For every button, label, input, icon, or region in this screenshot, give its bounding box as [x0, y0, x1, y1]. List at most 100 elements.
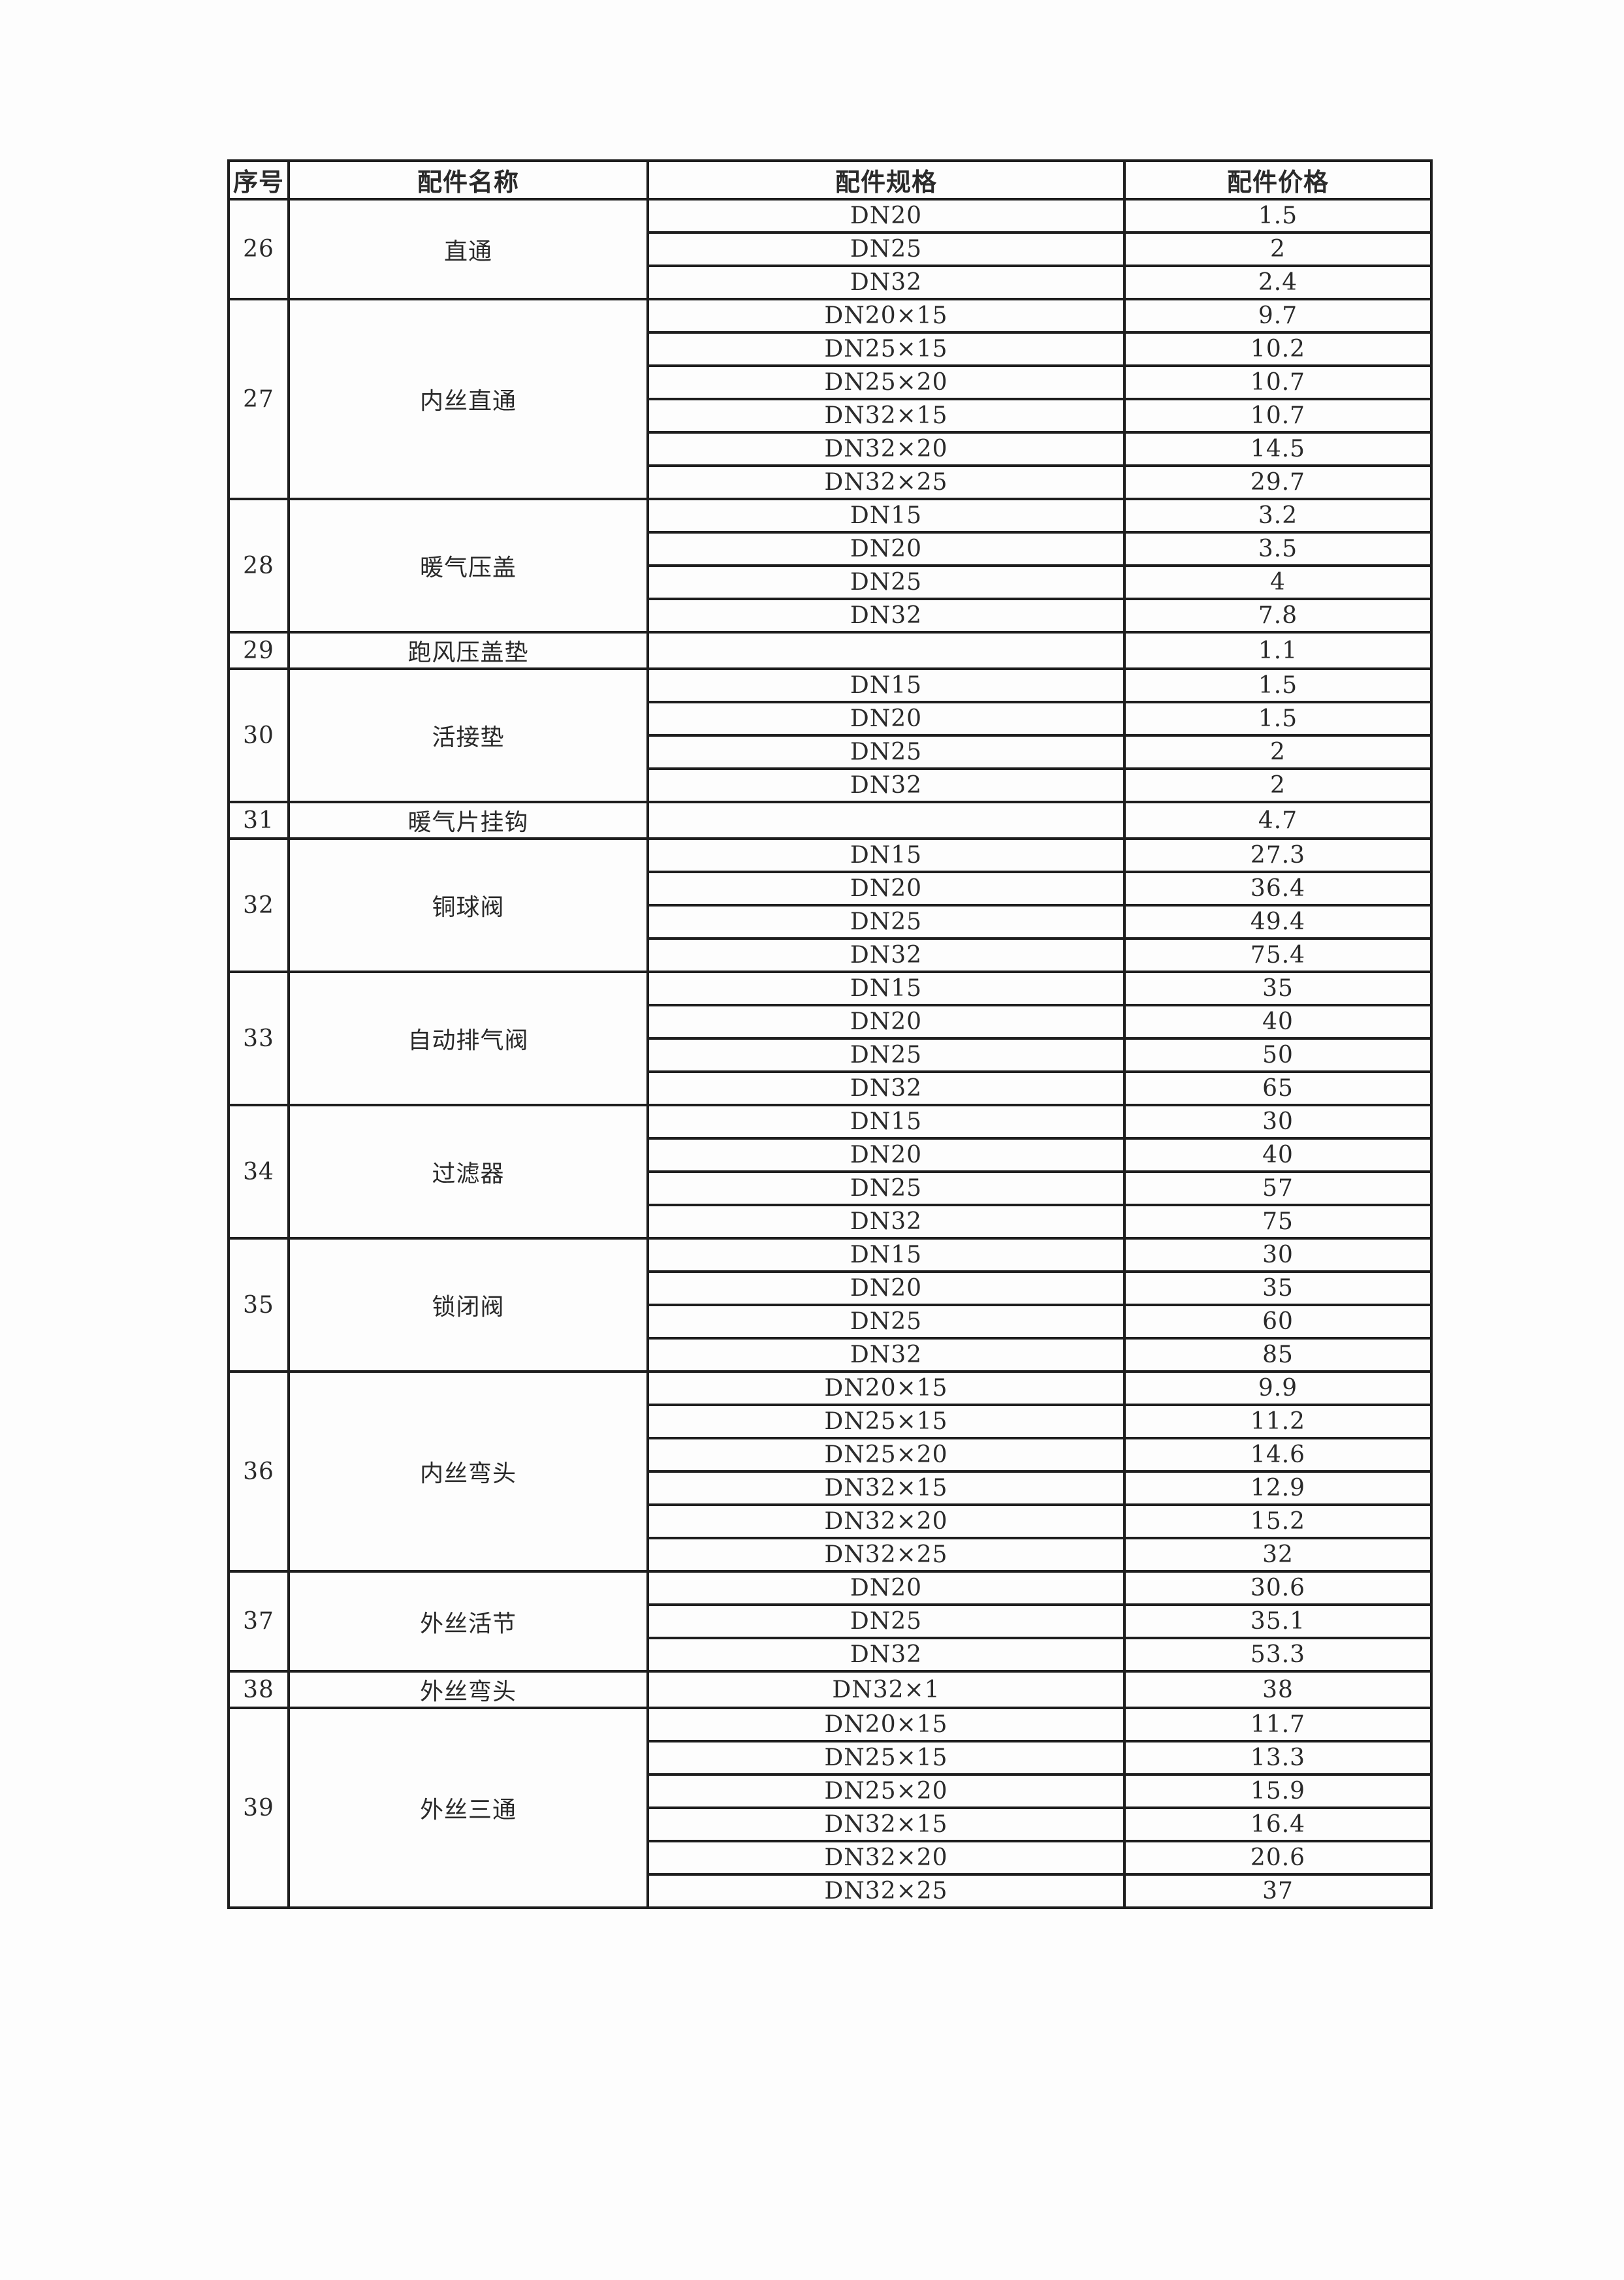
part-price: 1.5: [1123, 667, 1433, 703]
table-row: DN25×20 15.9: [229, 1773, 1433, 1809]
part-spec: DN32: [646, 1337, 1126, 1373]
part-price: 2: [1123, 734, 1433, 770]
table-row: DN32 2: [229, 767, 1433, 803]
part-price: 85: [1123, 1337, 1433, 1373]
table-row: DN25×20 14.6: [229, 1437, 1433, 1473]
table-row: DN20 40: [229, 1137, 1433, 1173]
part-name: 内丝直通: [287, 298, 649, 500]
part-price: 4: [1123, 564, 1433, 600]
table-row: DN25 60: [229, 1304, 1433, 1340]
item-number: 27: [227, 298, 290, 500]
part-spec: [646, 801, 1126, 840]
table-row: 34 过滤器 DN15 30: [227, 1104, 1433, 1240]
table-row: DN20 36.4: [229, 871, 1433, 907]
table-row: DN32×25 32: [229, 1537, 1433, 1573]
table-row: DN20 40: [229, 1004, 1433, 1040]
table-row: 38 外丝弯头 DN32×1 38: [227, 1670, 1433, 1709]
part-spec: DN15: [646, 498, 1126, 534]
table-row: DN32 2.4: [229, 265, 1433, 300]
part-price: 3.2: [1123, 498, 1433, 534]
table-row: DN25 4: [229, 564, 1433, 600]
table-row: DN32×25 37: [229, 1873, 1433, 1909]
part-spec: DN32×25: [646, 1537, 1126, 1573]
part-spec: DN25: [646, 1037, 1126, 1073]
item-number: 26: [227, 198, 290, 300]
item-number: 28: [227, 498, 290, 634]
part-spec: DN25×15: [646, 1404, 1126, 1439]
table-row: 39 外丝三通 DN20×15 11.7: [227, 1707, 1433, 1909]
table-row: DN25 2: [229, 231, 1433, 267]
part-spec: DN32: [646, 265, 1126, 300]
table-row: DN20 1.5: [229, 701, 1433, 737]
table-body: 26 直通 DN20 1.5 DN25 2 DN32 2.4 27 内丝直通 DN20×15 9.7 D…: [227, 198, 1433, 1909]
item-number: 34: [227, 1104, 290, 1240]
part-price: 50: [1123, 1037, 1433, 1073]
part-price: 35: [1123, 1270, 1433, 1306]
part-price: 11.7: [1123, 1707, 1433, 1742]
part-price: 10.7: [1123, 398, 1433, 434]
part-spec: DN25: [646, 1170, 1126, 1206]
part-price: 60: [1123, 1304, 1433, 1340]
part-price: 57: [1123, 1170, 1433, 1206]
header-no: 序号: [227, 159, 290, 201]
part-spec: DN32: [646, 1637, 1126, 1673]
part-price: 15.9: [1123, 1773, 1433, 1809]
part-spec: DN25×15: [646, 331, 1126, 367]
part-price: 10.7: [1123, 364, 1433, 400]
part-price: 38: [1123, 1670, 1433, 1709]
part-spec: DN20: [646, 198, 1126, 234]
part-name: 直通: [287, 198, 649, 300]
part-spec: DN15: [646, 1237, 1126, 1273]
table-row: DN25×15 13.3: [229, 1740, 1433, 1776]
part-price: 30.6: [1123, 1570, 1433, 1606]
part-spec: DN15: [646, 971, 1126, 1006]
part-price: 14.6: [1123, 1437, 1433, 1473]
part-price: 14.5: [1123, 431, 1433, 467]
table-row: DN25×15 11.2: [229, 1404, 1433, 1439]
part-spec: DN20: [646, 871, 1126, 907]
table-row: DN25 50: [229, 1037, 1433, 1073]
part-price: 32: [1123, 1537, 1433, 1573]
table-row: DN20 3.5: [229, 531, 1433, 567]
table-row: DN32 75.4: [229, 937, 1433, 973]
part-name: 暖气片挂钩: [287, 801, 649, 840]
part-name: 过滤器: [287, 1104, 649, 1240]
part-price: 9.9: [1123, 1370, 1433, 1406]
part-price: 75.4: [1123, 937, 1433, 973]
part-price: 1.5: [1123, 198, 1433, 234]
part-spec: DN32×25: [646, 464, 1126, 500]
part-spec: DN20: [646, 1137, 1126, 1173]
part-name: 暖气压盖: [287, 498, 649, 634]
table-row: DN32 53.3: [229, 1637, 1433, 1673]
part-price: 29.7: [1123, 464, 1433, 500]
part-spec: DN15: [646, 837, 1126, 873]
part-name: 外丝活节: [287, 1570, 649, 1673]
part-spec: DN32: [646, 598, 1126, 634]
part-price: 2.4: [1123, 265, 1433, 300]
part-price: 36.4: [1123, 871, 1433, 907]
price-table: 序号 配件名称 配件规格 配件价格 26 直通 DN20 1.5 DN25 2 DN32 2.…: [227, 159, 1433, 1909]
part-spec: DN32×20: [646, 1840, 1126, 1876]
part-price: 12.9: [1123, 1470, 1433, 1506]
item-number: 33: [227, 971, 290, 1106]
table-row: DN32 85: [229, 1337, 1433, 1373]
part-price: 10.2: [1123, 331, 1433, 367]
part-name: 自动排气阀: [287, 971, 649, 1106]
part-spec: DN25: [646, 231, 1126, 267]
table-row: DN32 65: [229, 1070, 1433, 1106]
part-spec: DN20×15: [646, 298, 1126, 334]
part-spec: DN20: [646, 1570, 1126, 1606]
table-row: DN32×15 12.9: [229, 1470, 1433, 1506]
table-row: 30 活接垫 DN15 1.5: [227, 667, 1433, 803]
part-spec: DN15: [646, 667, 1126, 703]
table-row: DN25 2: [229, 734, 1433, 770]
part-spec: DN15: [646, 1104, 1126, 1140]
part-price: 13.3: [1123, 1740, 1433, 1776]
part-name: 内丝弯头: [287, 1370, 649, 1573]
part-price: 15.2: [1123, 1503, 1433, 1539]
table-row: 31 暖气片挂钩 4.7: [227, 801, 1433, 840]
part-name: 锁闭阀: [287, 1237, 649, 1373]
part-price: 35: [1123, 971, 1433, 1006]
part-spec: DN25×20: [646, 1437, 1126, 1473]
part-spec: DN32: [646, 1070, 1126, 1106]
